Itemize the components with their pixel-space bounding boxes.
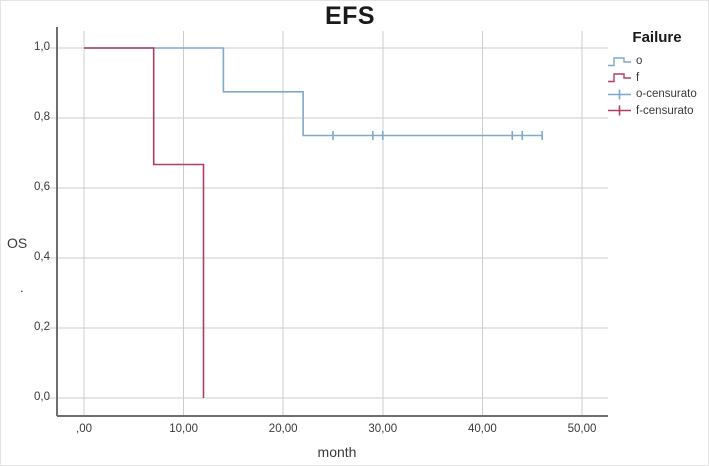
x-tick-label: 20,00 [268,423,298,435]
x-tick-label: 30,00 [368,423,398,435]
censor-plus-icon [608,89,631,100]
legend-item-label: o-censurato [636,88,697,101]
legend-item-label: o [636,55,643,68]
x-tick-label: 50,00 [567,423,597,435]
legend-item-label: f-censurato [636,104,694,117]
survival-curve-f [84,47,205,398]
chart-title: EFS [324,2,376,30]
legend-item-f-censurato: f-censurato [607,103,707,120]
legend-items: o f o-censurato f-censurato [607,53,707,119]
censor-plus-icon [608,105,631,116]
legend-item-o: o [607,53,707,70]
y-tick-label: 0,4 [34,251,50,263]
legend-item-label: f [636,71,640,84]
y-axis-label-dot: . [20,280,24,295]
y-tick-label: 0,6 [34,181,50,193]
y-axis-label: OS [7,235,28,251]
legend-item-o-censurato: o-censurato [607,86,707,103]
y-tick-label: 0,0 [34,391,50,403]
x-tick-label: ,00 [76,423,92,435]
y-tick-label: 0,2 [34,321,50,333]
legend: Failure o f o-censurato f-censurato [607,29,707,119]
step-line-icon [608,73,631,83]
x-axis-label: month [317,444,357,460]
step-line-icon [608,57,631,66]
y-tick-label: 1,0 [34,41,50,53]
x-tick-label: 40,00 [468,423,497,435]
legend-item-f: f [607,70,707,87]
legend-title: Failure [632,29,682,46]
x-tick-label: 10,00 [169,423,198,435]
y-tick-label: 0,8 [34,111,50,123]
survival-curve-o [84,47,543,137]
